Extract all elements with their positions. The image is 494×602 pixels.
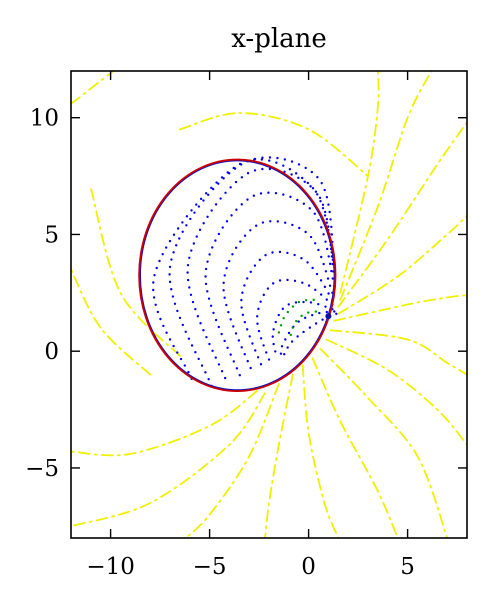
- exterior-streamline-16: [71, 268, 152, 376]
- singular-point: [325, 313, 332, 320]
- exterior-streamline-13: [339, 71, 380, 294]
- boundary-ellipse: [138, 158, 337, 392]
- plot-area: [71, 71, 467, 538]
- interior-streamline-3: [255, 278, 334, 367]
- exterior-streamline-1: [71, 390, 258, 457]
- exterior-streamline-11: [337, 121, 467, 308]
- exterior-streamline-4: [301, 364, 340, 538]
- interior-streamline-8: [168, 156, 336, 388]
- interior-streamline-9: [151, 158, 336, 381]
- boundary-ellipse-inner: [140, 160, 335, 391]
- exterior-streamline-12: [339, 71, 433, 301]
- interior-streamline-7: [186, 167, 336, 386]
- exterior-streamline-17: [89, 186, 181, 357]
- near-singular-curve-0: [277, 298, 316, 334]
- interior-streamline-6: [204, 191, 336, 381]
- chart-title: x-plane: [231, 24, 327, 54]
- exterior-streamline-15: [71, 71, 116, 105]
- y-tick-label-2: 0: [44, 339, 59, 365]
- axes: −10 −5 0 5 10 5 0 −5: [25, 71, 467, 580]
- y-tick-label-0: 10: [30, 106, 59, 132]
- exterior-streamline-7: [325, 338, 467, 446]
- exterior-streamline-3: [264, 373, 294, 538]
- interior-streamline-5: [222, 220, 334, 376]
- x-tick-label-3: 5: [400, 554, 415, 580]
- x-tick-label-2: 0: [301, 554, 316, 580]
- exterior-streamline-10: [337, 214, 467, 315]
- exterior-streamline-9: [333, 294, 467, 322]
- exterior-streamline-0: [71, 392, 266, 528]
- y-tick-label-1: 5: [44, 222, 59, 248]
- exterior-streamline-8: [329, 329, 467, 376]
- exterior-streamline-5: [311, 357, 399, 538]
- exterior-streamline-14: [179, 112, 369, 177]
- exterior-streamline-6: [319, 348, 449, 538]
- interior-streamline-0: [281, 312, 338, 360]
- plot-frame: [70, 70, 468, 539]
- x-tick-label-0: −10: [86, 554, 135, 580]
- exterior-streamline-2: [184, 383, 280, 538]
- interior-streamline-4: [240, 250, 334, 372]
- y-tick-label-3: −5: [25, 456, 59, 482]
- x-tick-label-1: −5: [193, 554, 227, 580]
